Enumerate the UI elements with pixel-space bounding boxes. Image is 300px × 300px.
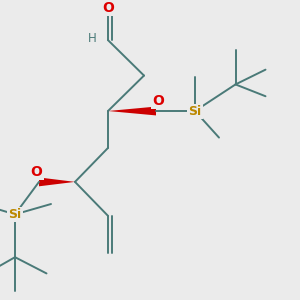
Text: H: H [88, 32, 97, 45]
Text: Si: Si [188, 104, 202, 118]
Text: O: O [31, 164, 43, 178]
Text: O: O [152, 94, 164, 108]
Polygon shape [39, 177, 75, 186]
Text: Si: Si [8, 208, 22, 221]
Polygon shape [108, 106, 156, 116]
Text: O: O [102, 1, 114, 15]
